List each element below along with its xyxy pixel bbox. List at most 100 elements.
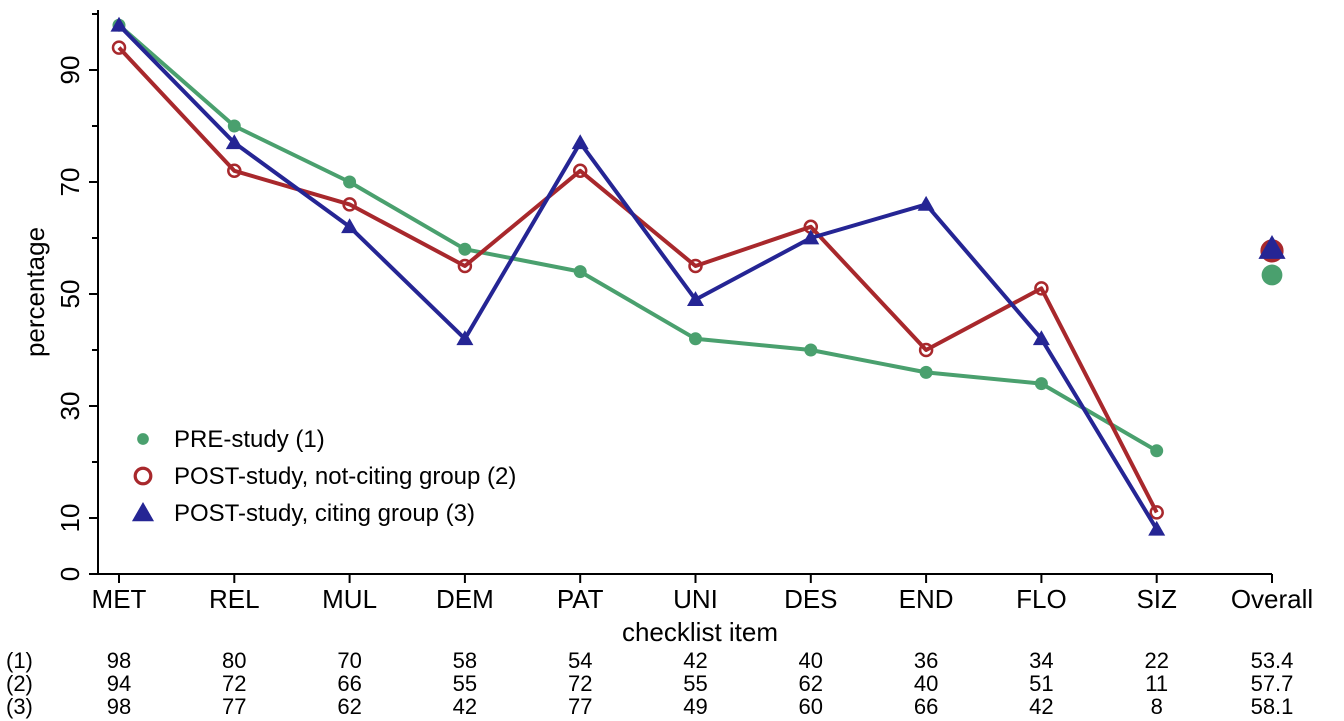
- data-point-triangle: [802, 229, 820, 245]
- y-tick-label: 0: [55, 567, 85, 581]
- data-point-ring: [111, 40, 127, 55]
- x-tick-label: MUL: [322, 584, 377, 614]
- x-tick-label: MET: [92, 584, 147, 614]
- series-line: [117, 23, 1158, 453]
- data-point-ring: [227, 163, 242, 179]
- data-point-ring: [133, 466, 153, 486]
- axes: 0 10 30 50 70 90 MET REL MUL DEM PAT UNI DES END FLO SI…: [55, 10, 1313, 614]
- y-tick-label: 10: [55, 504, 85, 533]
- table-cell: 42: [1029, 694, 1053, 719]
- data-point-dot: [1150, 444, 1164, 458]
- table-cell: 42: [683, 648, 707, 673]
- data-point-triangle: [131, 501, 155, 522]
- table-cell: 98: [107, 694, 131, 719]
- data-point-dot: [573, 265, 587, 279]
- data-point-dot: [919, 365, 933, 379]
- data-point-triangle: [687, 291, 704, 306]
- table-row-label: (2): [6, 671, 33, 696]
- table-cell: 49: [683, 694, 707, 719]
- data-point-ring: [572, 163, 588, 179]
- table-cell: 77: [568, 694, 592, 719]
- table-cell: 77: [222, 694, 246, 719]
- data-point-triangle: [1148, 520, 1166, 536]
- table-cell: 70: [337, 648, 361, 673]
- data-point-dot: [458, 242, 472, 256]
- table-cell: 66: [337, 671, 361, 696]
- table-cell: 36: [914, 648, 938, 673]
- table-cell: 72: [568, 671, 592, 696]
- data-point-dot: [343, 175, 357, 189]
- data-point-triangle: [571, 134, 589, 150]
- y-tick-label: 70: [55, 168, 85, 197]
- table-cell: 98: [107, 648, 131, 673]
- x-tick-label: Overall: [1231, 584, 1313, 614]
- table-cell: 8: [1151, 694, 1163, 719]
- data-point-triangle: [456, 330, 474, 346]
- table-cell: 72: [222, 671, 246, 696]
- y-axis-title: percentage: [20, 227, 50, 357]
- series-layer: [110, 16, 1286, 536]
- table-cell: 51: [1029, 671, 1053, 696]
- data-point-ring: [1149, 505, 1164, 520]
- table-cell: 55: [453, 671, 477, 696]
- table-cell: 53.4: [1251, 648, 1294, 673]
- data-point-triangle: [341, 218, 359, 234]
- value-table: (1) 98 80 70 58 54 42 40 36 34 22 53.4(2) 94 72 66 55 72…: [6, 648, 1293, 719]
- data-point-triangle: [110, 16, 128, 32]
- data-point-triangle: [225, 134, 243, 150]
- legend-label: POST-study, not-citing group (2): [174, 463, 516, 490]
- table-cell: 58: [453, 648, 477, 673]
- table-cell: 94: [107, 671, 131, 696]
- table-cell: 60: [799, 694, 823, 719]
- data-point-triangle: [1032, 330, 1050, 346]
- table-cell: 11: [1145, 671, 1168, 696]
- legend-label: POST-study, citing group (3): [174, 500, 475, 527]
- y-tick-label: 90: [55, 56, 85, 85]
- data-point-ring: [688, 258, 703, 274]
- data-point-ring: [342, 197, 357, 212]
- data-point-dot: [1034, 377, 1048, 391]
- table-cell: 42: [453, 694, 477, 719]
- table-row-label: (3): [6, 694, 33, 719]
- x-tick-label: PAT: [557, 584, 604, 614]
- table-cell: 58.1: [1251, 694, 1294, 719]
- table-cell: 62: [799, 671, 823, 696]
- table-cell: 40: [914, 671, 938, 696]
- x-tick-label: SIZ: [1136, 584, 1177, 614]
- x-axis-title: checklist item: [622, 617, 778, 647]
- x-tick-label: END: [899, 584, 954, 614]
- table-cell: 62: [337, 694, 361, 719]
- y-tick-label: 30: [55, 392, 85, 421]
- x-tick-label: FLO: [1016, 584, 1067, 614]
- y-tick-label: 50: [55, 280, 85, 309]
- series-line: [117, 23, 1159, 531]
- table-cell: 40: [799, 648, 823, 673]
- table-cell: 22: [1144, 648, 1168, 673]
- data-point-ring: [1034, 281, 1049, 296]
- table-cell: 34: [1029, 648, 1053, 673]
- series-3: [110, 16, 1286, 536]
- data-point-dot: [137, 433, 149, 445]
- table-row-label: (1): [6, 648, 33, 673]
- table-cell: 54: [568, 648, 592, 673]
- data-point-dot: [1261, 264, 1283, 286]
- data-point-dot: [227, 119, 241, 133]
- x-tick-label: UNI: [673, 584, 718, 614]
- legend: PRE-study (1) POST-study, not-citing grou…: [131, 426, 516, 527]
- series-1: [112, 18, 1283, 458]
- data-point-triangle: [1258, 235, 1286, 259]
- data-point-triangle: [917, 195, 935, 211]
- legend-label: PRE-study (1): [174, 426, 325, 453]
- table-cell: 55: [683, 671, 707, 696]
- data-point-ring: [918, 342, 934, 358]
- x-tick-label: DES: [784, 584, 837, 614]
- data-point-dot: [689, 332, 702, 346]
- table-cell: 57.7: [1251, 671, 1294, 696]
- x-tick-label: REL: [209, 584, 260, 614]
- data-point-ring: [457, 258, 473, 274]
- x-tick-label: DEM: [436, 584, 494, 614]
- table-cell: 66: [914, 694, 938, 719]
- data-point-dot: [804, 343, 818, 357]
- table-cell: 80: [222, 648, 246, 673]
